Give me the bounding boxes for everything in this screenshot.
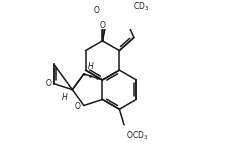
- Text: H: H: [88, 62, 94, 71]
- Text: OCD$_3$: OCD$_3$: [126, 130, 148, 142]
- Text: O: O: [46, 79, 52, 88]
- Text: O: O: [94, 6, 100, 15]
- Text: O: O: [100, 21, 105, 30]
- Text: O: O: [75, 103, 81, 111]
- Text: CD$_3$: CD$_3$: [133, 1, 150, 13]
- Text: H: H: [62, 93, 67, 103]
